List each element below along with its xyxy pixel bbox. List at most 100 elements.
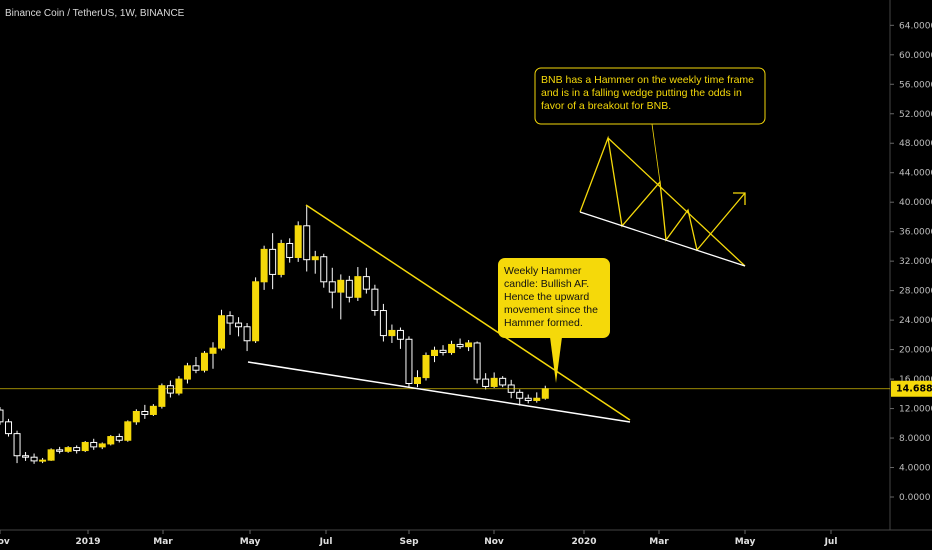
candle [200, 351, 208, 373]
wedge-upper-line [607, 137, 746, 267]
candle [47, 448, 55, 461]
candle-body [243, 326, 251, 342]
time-tick-label: Jul [319, 537, 333, 547]
candle-body [149, 405, 157, 415]
breakout-arrowhead [733, 192, 746, 205]
candle-body [166, 385, 174, 394]
time-tick-label: Nov [0, 537, 10, 547]
candle-body [541, 388, 549, 399]
candle-body [226, 315, 234, 324]
candle-body [269, 248, 277, 275]
candle-body [405, 338, 413, 385]
candle-body [252, 281, 260, 342]
candle [541, 385, 549, 400]
candle-body [516, 391, 524, 399]
candle [132, 409, 140, 425]
price-tick-label: 56.0000 [899, 80, 932, 90]
candle-body [158, 385, 166, 407]
candle-body [396, 329, 404, 340]
wedge-callout-line: favor of a breakout for BNB. [541, 100, 671, 112]
candle [337, 274, 345, 320]
candle-body [30, 456, 38, 462]
candle-body [141, 411, 149, 415]
candle [269, 233, 277, 290]
candle [413, 370, 421, 388]
candle-body [482, 378, 490, 387]
wedge-callout-box [534, 67, 766, 125]
candle-body [311, 256, 319, 261]
price-tick-label: 64.0000 [899, 21, 932, 31]
candle-body [218, 315, 226, 349]
time-tick-label: 2019 [75, 537, 100, 547]
hammer-callout-line: Hammer formed. [504, 317, 583, 329]
candle-body [328, 281, 336, 293]
candle-body [115, 436, 123, 441]
candle-body [0, 409, 4, 423]
candle-body [183, 365, 191, 380]
candle [448, 340, 456, 355]
candle-body [354, 276, 362, 298]
candle-body [448, 343, 456, 354]
price-tick-label: 32.0000 [899, 257, 932, 267]
price-tick-label: 0.0000 [899, 493, 931, 503]
candle-body [388, 329, 396, 337]
price-tick-label: 12.0000 [899, 405, 932, 415]
candle [379, 303, 387, 342]
candle [30, 453, 38, 464]
candle [473, 341, 481, 384]
candle-body [413, 377, 421, 385]
price-tick-label: 44.0000 [899, 169, 932, 179]
candle [311, 250, 319, 274]
candle-body [56, 449, 64, 452]
candle [354, 267, 362, 301]
candles-layer [0, 205, 549, 464]
candle-body [379, 310, 387, 337]
price-tick-label: 28.0000 [899, 287, 932, 297]
wedge-callout-pointer [651, 123, 661, 183]
support-trendline [247, 361, 631, 423]
candle-body [13, 433, 21, 457]
candle [482, 373, 490, 390]
current-price-label: 14.6888 [896, 384, 932, 395]
candle [13, 430, 21, 464]
price-tick-label: 16.0000 [899, 375, 932, 385]
candle-body [524, 397, 532, 401]
candle-body [73, 447, 81, 452]
candle-body [200, 352, 208, 371]
candle [39, 457, 47, 464]
candle [286, 238, 294, 263]
time-tick-label: May [735, 537, 756, 547]
wedge-zigzag [579, 135, 746, 252]
candle-body [439, 349, 447, 354]
current-price-badge: 14.6888 [891, 380, 932, 397]
candle [320, 253, 328, 288]
hammer-callout-box [498, 258, 610, 338]
candle [149, 404, 157, 416]
candle-body [303, 225, 311, 261]
price-tick-label: 36.0000 [899, 228, 932, 238]
candle [209, 342, 217, 369]
candle [64, 446, 72, 453]
candle [22, 452, 30, 461]
candle [499, 376, 507, 388]
candle [124, 420, 132, 442]
candle [243, 323, 251, 352]
candle-body [64, 447, 72, 452]
candle [218, 309, 226, 351]
candle [345, 275, 353, 303]
price-tick-label: 24.0000 [899, 316, 932, 326]
candle [192, 356, 200, 374]
candle-body [499, 377, 507, 386]
candle-body [47, 449, 55, 461]
candle-body [371, 288, 379, 312]
candle-body [209, 347, 217, 354]
candle-body [320, 256, 328, 283]
candle-body [90, 441, 98, 448]
candle [260, 245, 268, 290]
candle [524, 394, 532, 404]
candle-body [345, 279, 353, 298]
candle [5, 418, 13, 437]
candle-body [235, 322, 243, 328]
candle [175, 376, 183, 396]
